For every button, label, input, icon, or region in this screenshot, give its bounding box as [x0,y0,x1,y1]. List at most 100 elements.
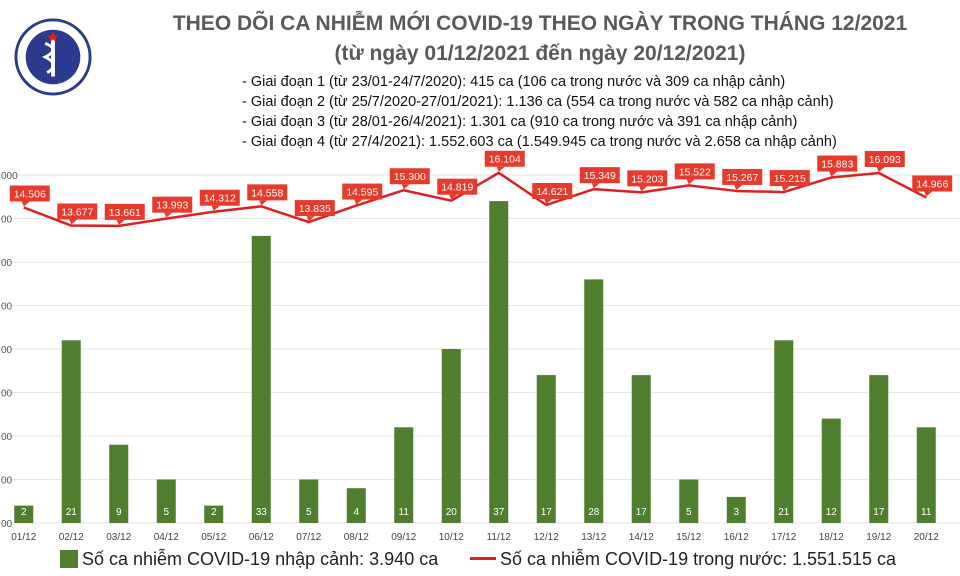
domestic-line: 14.506 13.677 13.661 13.993 14.312 14.558 13.8… [9,150,953,228]
line-value-box [817,155,858,172]
line-value-box [484,150,525,167]
x-axis-tick-labels: 01/12 02/12 03/12 04/12 05/12 06/12 07/12 08/12… [11,532,939,543]
import-bar [631,375,651,523]
line-value-label: 16.093 [869,154,901,166]
line-value-box [722,168,763,185]
line-value-pointer [876,166,885,172]
line-value-box [389,168,430,185]
phase-line: - Giai đoạn 2 (từ 25/7/2020-27/01/2021):… [242,94,834,110]
phase-line: - Giai đoạn 4 (từ 27/4/2021): 1.552.603 … [242,134,837,150]
line-value-label: 14.621 [536,186,568,198]
import-bar [299,479,319,523]
line-value-label: 13.993 [156,200,188,212]
bar-value-label: 5 [163,507,169,518]
y-tick-label: 00 [1,519,13,530]
y-tick-label: 00 [1,389,13,400]
bar-value-label: 37 [493,507,505,518]
line-value-pointer [829,171,838,177]
x-tick-label: 04/12 [154,532,179,543]
import-bar [774,340,794,523]
legend-import-label: Số ca nhiễm COVID-19 nhập cảnh: 3.940 ca [82,549,439,569]
line-value-pointer [544,198,553,204]
x-tick-label: 16/12 [724,532,749,543]
line-value-box [342,183,383,200]
line-value-label: 13.661 [109,207,141,219]
x-tick-label: 10/12 [439,532,464,543]
line-value-pointer [924,191,933,197]
line-value-box [152,196,193,213]
import-bar [869,375,889,523]
line-value-label: 15.267 [726,172,758,184]
bar-value-label: 17 [636,507,648,518]
import-bar [726,496,746,523]
line-value-pointer [781,186,790,192]
x-tick-label: 12/12 [534,532,559,543]
line-value-label: 14.966 [916,178,948,190]
x-tick-label: 02/12 [59,532,84,543]
import-bars: 2 21 9 5 2 33 5 4 11 20 37 17 28 17 5 3 21 12 17 11 [14,201,936,523]
import-bar [251,235,271,523]
line-value-box [532,182,573,199]
x-tick-label: 19/12 [866,532,891,543]
bar-value-label: 3 [733,507,739,518]
line-value-label: 15.522 [679,166,711,178]
line-value-box [769,170,810,187]
line-value-label: 16.104 [489,154,521,166]
line-value-pointer [496,166,505,172]
import-bar [346,488,366,523]
import-bar [204,505,224,523]
x-tick-label: 13/12 [581,532,606,543]
line-value-pointer [734,184,743,190]
x-tick-label: 14/12 [629,532,654,543]
import-bar [821,418,841,523]
import-bar [441,349,461,523]
line-value-label: 13.677 [61,207,93,219]
legend-line-swatch [470,557,496,560]
line-value-pointer [354,199,363,205]
line-value-label: 14.595 [346,187,378,199]
ministry-of-health-logo [14,18,92,96]
import-bar [679,479,699,523]
phase-line: - Giai đoạn 1 (từ 23/01-24/7/2020): 415 … [242,74,786,90]
line-value-label: 14.819 [441,182,473,194]
line-value-box [627,170,668,187]
import-bar [394,427,414,523]
line-value-label: 13.835 [299,203,331,215]
line-value-label: 14.312 [204,193,236,205]
line-value-label: 15.203 [631,173,663,185]
line-value-box [674,163,715,180]
line-value-label: 14.558 [251,187,283,199]
import-bar [14,505,34,523]
line-value-box [57,203,98,220]
line-value-label: 15.883 [821,159,853,171]
line-value-pointer [116,219,125,225]
bar-value-label: 12 [826,507,838,518]
import-bar [536,375,556,523]
legend-domestic-label: Số ca nhiễm COVID-19 trong nước: 1.551.5… [500,549,897,569]
x-tick-label: 15/12 [676,532,701,543]
bar-value-label: 17 [873,507,885,518]
line-value-label: 15.349 [584,170,616,182]
line-value-label: 15.300 [394,171,426,183]
line-value-box [437,178,478,195]
import-bar [489,201,509,523]
legend-import: Số ca nhiễm COVID-19 nhập cảnh: 3.940 ca [60,549,438,570]
chart-subtitle: (từ ngày 01/12/2021 đến ngày 20/12/2021) [334,42,746,65]
import-bar [584,279,604,523]
y-tick-label: 00 [1,302,13,313]
bar-value-label: 21 [778,507,790,518]
x-tick-label: 20/12 [914,532,939,543]
line-value-pointer [591,183,600,189]
line-value-pointer [211,205,220,211]
legend-bar-swatch [60,550,78,568]
line-value-box [912,175,953,192]
bar-value-label: 11 [921,507,932,518]
line-value-label: 14.506 [14,188,46,200]
chart-title: THEO DÕI CA NHIỄM MỚI COVID-19 THEO NGÀY… [172,12,908,35]
y-tick-label: 000 [1,171,18,182]
bar-value-label: 21 [66,507,78,518]
line-value-pointer [259,200,268,206]
line-value-label: 15.215 [774,173,806,185]
